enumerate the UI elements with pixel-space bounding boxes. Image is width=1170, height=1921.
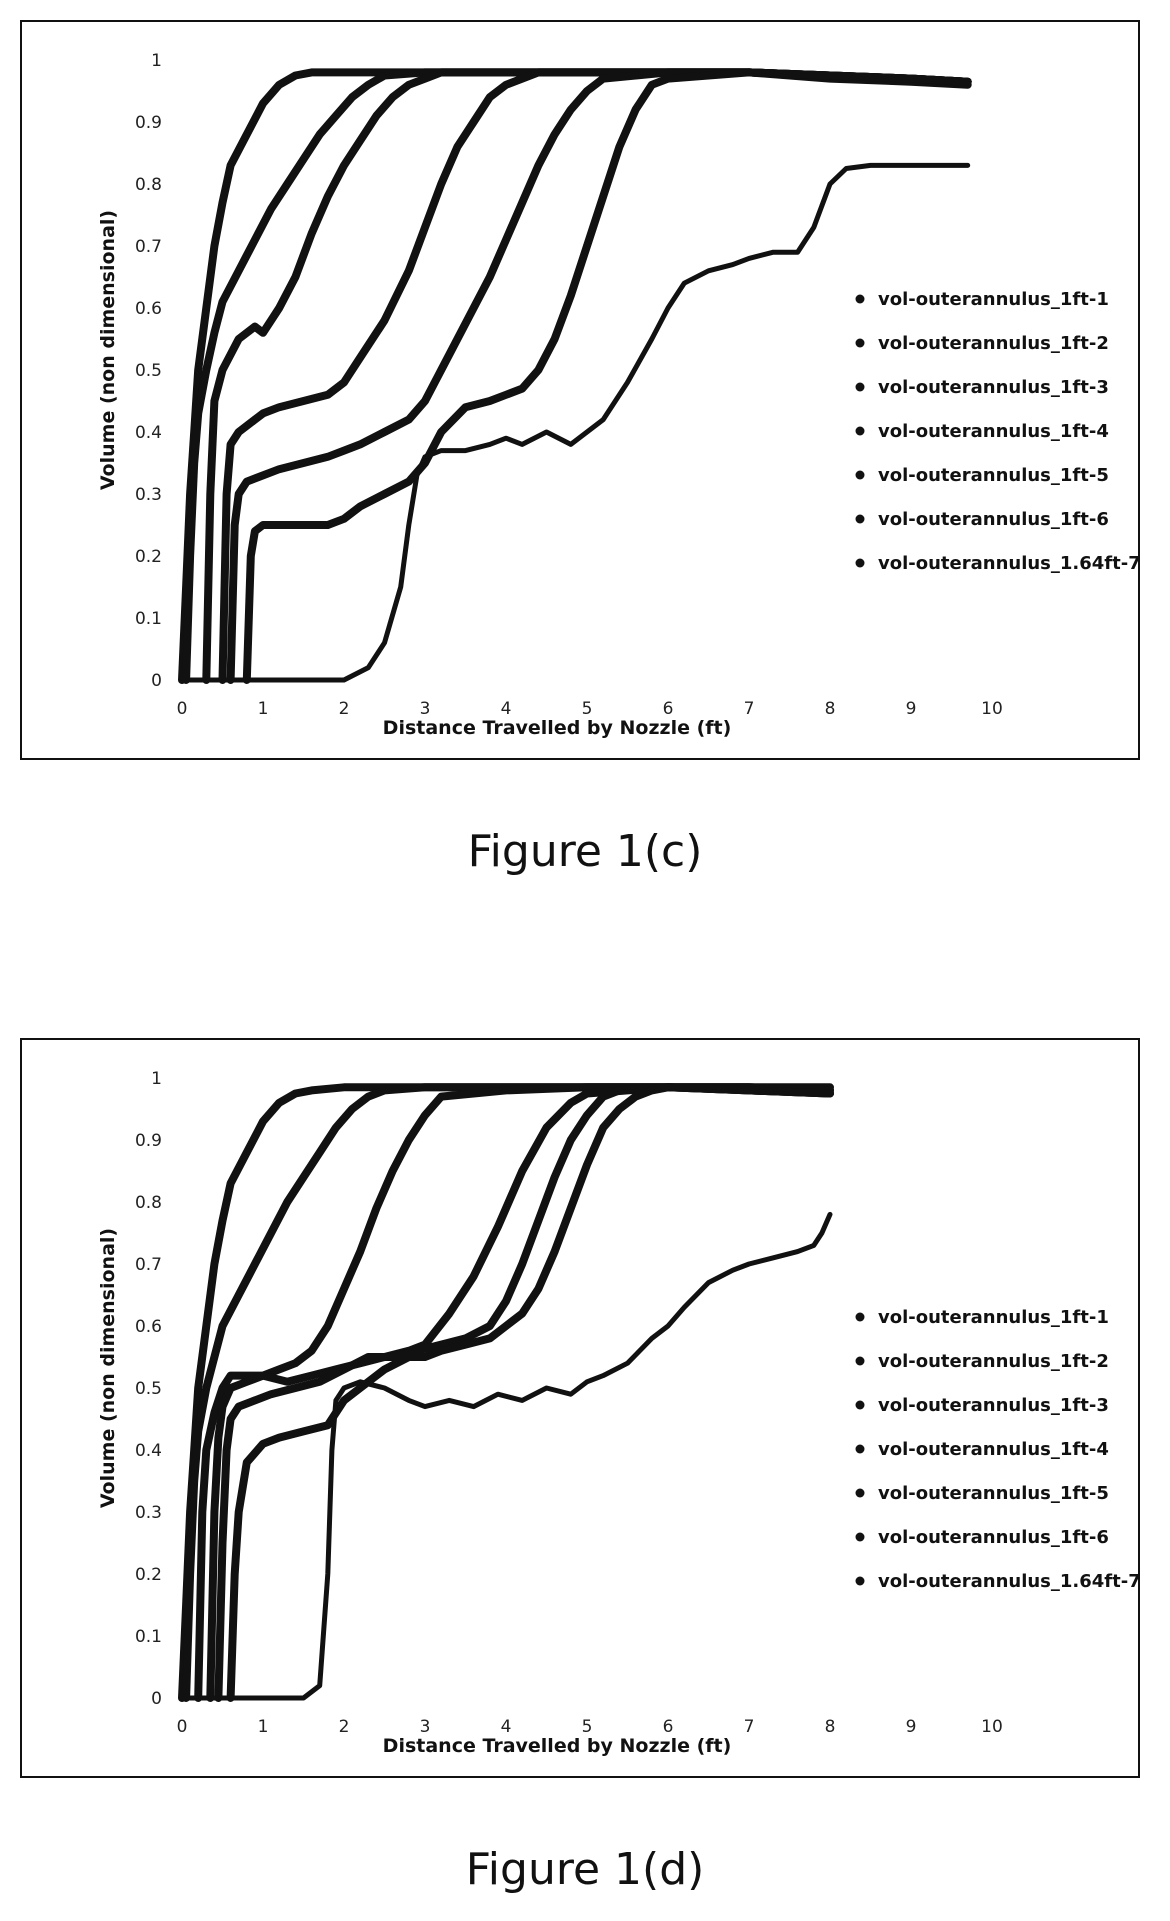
x-axis-title: Distance Travelled by Nozzle (ft) [383,717,732,739]
x-tick-label: 8 [825,1717,836,1737]
y-axis-title: Volume (non dimensional) [97,210,119,490]
y-tick-label: 0.1 [135,1627,162,1647]
series-line [202,68,972,684]
y-tick-label: 0.5 [135,361,162,381]
legend-entry: vol-outerannulus_1.64ft-7 [878,1571,1138,1592]
legend-entry: vol-outerannulus_1ft-5 [878,1483,1109,1504]
x-tick-label: 5 [582,699,593,719]
series-line [214,1083,834,1702]
x-tick-label: 6 [663,1717,674,1737]
figure-caption-c: Figure 1(c) [467,826,703,877]
legend-entry: vol-outerannulus_1ft-4 [878,421,1109,442]
series-line [194,1083,834,1702]
y-tick-label: 1 [151,51,162,71]
y-tick-label: 0.3 [135,1503,162,1523]
chart-panel-c: 0 0.1 0.2 0.3 0.4 0.5 0.6 0.7 0.8 0.9 1 0 1 2 3 4 5 6 7 8 9 1… [20,20,1140,760]
y-tick-label: 0.2 [135,1565,162,1585]
y-tick-label: 0.4 [135,1441,162,1461]
series-line [226,1083,834,1702]
x-tick-label: 10 [981,699,1003,719]
legend-marker [855,1400,865,1410]
x-tick-label: 4 [501,699,512,719]
y-tick-label: 0.6 [135,299,162,319]
series-line [242,68,972,684]
y-tick-label: 0.4 [135,423,162,443]
legend-marker [855,1444,865,1454]
x-tick-label: 2 [339,699,350,719]
legend-entry: vol-outerannulus_1ft-1 [878,1307,1109,1328]
legend-entry: vol-outerannulus_1ft-2 [878,333,1109,354]
legend-marker [855,426,865,436]
legend-entry: vol-outerannulus_1.64ft-7 [878,553,1138,574]
x-tick-label: 1 [258,699,269,719]
legend-marker [855,338,865,348]
y-tick-label: 1 [151,1069,162,1089]
series-line [182,68,972,684]
legend-marker [855,1532,865,1542]
x-tick-label: 8 [825,699,836,719]
legend-marker [855,1488,865,1498]
y-tick-label: 0 [151,671,162,691]
series-line [218,68,972,684]
y-tick-label: 0.7 [135,1255,162,1275]
legend-entry: vol-outerannulus_1ft-2 [878,1351,1109,1372]
legend-entry: vol-outerannulus_1ft-6 [878,509,1109,530]
legend-entry: vol-outerannulus_1ft-3 [878,1395,1109,1416]
legend-marker [855,558,865,568]
x-tick-label: 6 [663,699,674,719]
legend-marker [855,470,865,480]
y-tick-label: 0.7 [135,237,162,257]
x-tick-label: 7 [744,1717,755,1737]
x-tick-label: 0 [177,699,188,719]
legend-marker [855,1576,865,1586]
legend-marker [855,294,865,304]
x-tick-label: 7 [744,699,755,719]
x-tick-label: 10 [981,1717,1003,1737]
x-tick-label: 9 [906,1717,917,1737]
chart-c: 00.10.20.30.40.50.60.70.80.910 1 2 3 4 5 6 7 8 9 1… [97,51,1138,739]
legend-entry: vol-outerannulus_1ft-4 [878,1439,1109,1460]
chart-panel-d: 0 0.1 0.2 0.3 0.4 0.5 0.6 0.7 0.8 0.9 1 0 1 2 3 4 5 6 7 8 9 1… [20,1038,1140,1778]
x-tick-label: 1 [258,1717,269,1737]
series-line [179,162,971,683]
legend-marker [855,1356,865,1366]
x-tick-label: 0 [177,1717,188,1737]
y-tick-label: 0.8 [135,175,162,195]
y-axis-title: Volume (non dimensional) [97,1228,119,1508]
y-tick-label: 0.3 [135,485,162,505]
y-tick-label: 0.1 [135,609,162,629]
y-tick-label: 0.9 [135,1131,162,1151]
series-line [179,1211,833,1701]
series-line [226,68,972,684]
y-tick-label: 0.6 [135,1317,162,1337]
x-tick-label: 4 [501,1717,512,1737]
x-tick-label: 2 [339,1717,350,1737]
legend-entry: vol-outerannulus_1ft-1 [878,289,1109,310]
x-tick-label: 9 [906,699,917,719]
chart-d: 00.10.20.30.40.50.60.70.80.910 1 2 3 4 5 6 7 8 9 1… [97,1069,1138,1757]
y-tick-label: 0.2 [135,547,162,567]
x-axis-title: Distance Travelled by Nozzle (ft) [383,1735,732,1757]
x-tick-label: 5 [582,1717,593,1737]
legend-entry: vol-outerannulus_1ft-3 [878,377,1109,398]
y-tick-label: 0.5 [135,1379,162,1399]
legend-entry: vol-outerannulus_1ft-6 [878,1527,1109,1548]
y-tick-label: 0.8 [135,1193,162,1213]
legend-marker [855,382,865,392]
legend-marker [855,514,865,524]
x-tick-label: 3 [420,699,431,719]
x-tick-label: 3 [420,1717,431,1737]
y-tick-label: 0.9 [135,113,162,133]
figure-caption-d: Figure 1(d) [465,1844,705,1895]
legend-marker [855,1312,865,1322]
legend-entry: vol-outerannulus_1ft-5 [878,465,1109,486]
y-tick-label: 0 [151,1689,162,1709]
